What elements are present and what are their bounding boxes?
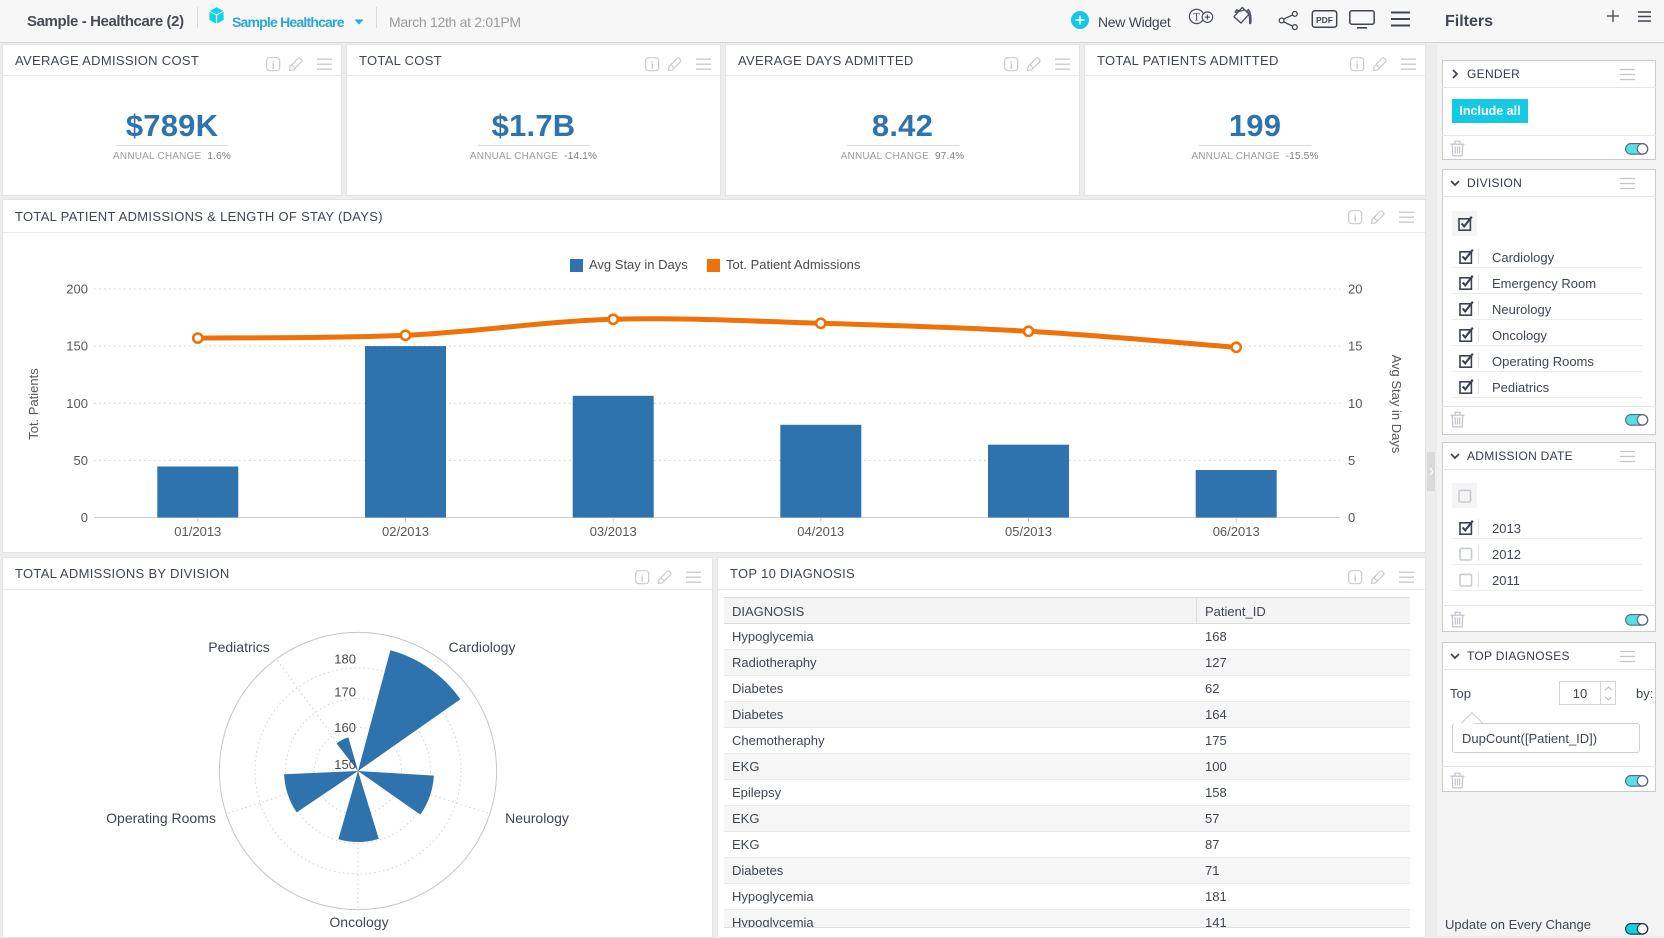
svg-text:i: i — [1010, 60, 1013, 71]
svg-text:150: 150 — [334, 757, 356, 772]
svg-text:Oncology: Oncology — [329, 914, 388, 930]
svg-text:180: 180 — [334, 652, 356, 667]
svg-text:i: i — [1356, 60, 1359, 71]
svg-text:200: 200 — [66, 282, 88, 297]
svg-text:03/2013: 03/2013 — [590, 524, 637, 539]
svg-text:170: 170 — [334, 685, 356, 700]
svg-text:Neurology: Neurology — [505, 810, 569, 826]
svg-text:Operating Rooms: Operating Rooms — [106, 810, 216, 826]
svg-text:160: 160 — [334, 720, 356, 735]
svg-text:5: 5 — [1348, 453, 1355, 468]
svg-text:50: 50 — [74, 453, 88, 468]
svg-text:04/2013: 04/2013 — [797, 524, 844, 539]
svg-text:i: i — [1354, 573, 1357, 584]
svg-text:01/2013: 01/2013 — [174, 524, 221, 539]
svg-text:Tot. Patients: Tot. Patients — [26, 368, 41, 440]
svg-text:PDF: PDF — [1316, 15, 1333, 25]
svg-text:05/2013: 05/2013 — [1005, 524, 1052, 539]
svg-text:i: i — [641, 573, 644, 584]
svg-text:02/2013: 02/2013 — [382, 524, 429, 539]
svg-text:Pediatrics: Pediatrics — [208, 639, 269, 655]
svg-text:T: T — [1193, 12, 1200, 24]
svg-text:20: 20 — [1348, 282, 1362, 297]
svg-text:i: i — [651, 60, 654, 71]
svg-text:Avg Stay in Days: Avg Stay in Days — [1389, 355, 1404, 454]
svg-text:i: i — [272, 60, 275, 71]
svg-text:150: 150 — [66, 339, 88, 354]
svg-text:0: 0 — [81, 510, 88, 525]
svg-text:15: 15 — [1348, 339, 1362, 354]
svg-text:i: i — [1354, 213, 1357, 224]
svg-text:06/2013: 06/2013 — [1213, 524, 1260, 539]
svg-text:Cardiology: Cardiology — [449, 639, 516, 655]
svg-text:100: 100 — [66, 396, 88, 411]
svg-text:0: 0 — [1348, 510, 1355, 525]
svg-text:10: 10 — [1348, 396, 1362, 411]
